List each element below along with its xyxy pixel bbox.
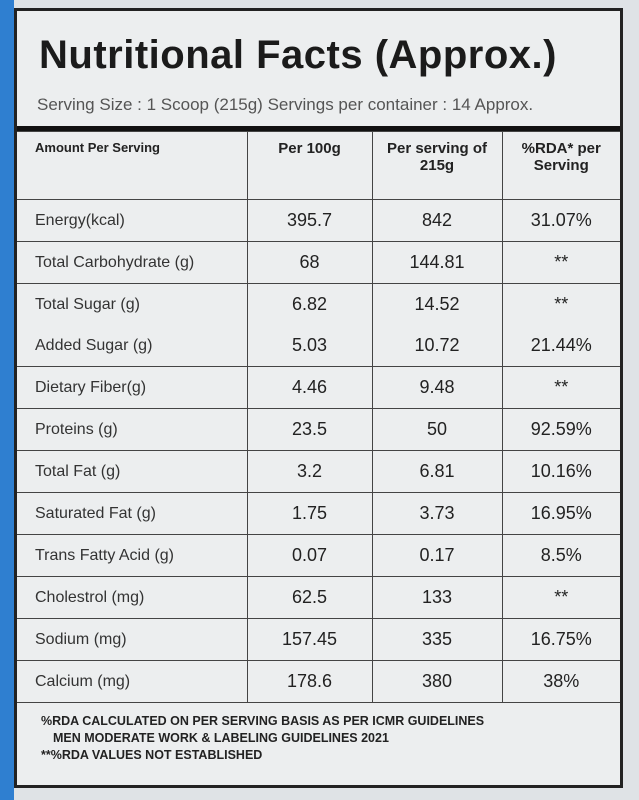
column-header: Per serving of 215g <box>371 131 503 200</box>
value-cell: 21.44% <box>501 325 620 367</box>
value-cell: ** <box>501 241 620 284</box>
nutrient-name: Trans Fatty Acid (g) <box>17 534 248 577</box>
value-cell: 157.45 <box>246 618 373 661</box>
value-cell: 133 <box>371 576 503 619</box>
value-cell: 62.5 <box>246 576 373 619</box>
nutrient-name: Total Fat (g) <box>17 450 248 493</box>
value-cell: 5.03 <box>246 325 373 367</box>
table-row: Total Fat (g) 3.2 6.81 10.16% <box>17 450 620 493</box>
serving-size: Serving Size : 1 Scoop (215g) Servings p… <box>37 95 534 114</box>
table-row: Sodium (mg) 157.45 335 16.75% <box>17 618 620 661</box>
value-cell: 0.17 <box>371 534 503 577</box>
nutrient-name: Sodium (mg) <box>17 618 248 661</box>
table-row: Total Sugar (g) 6.82 14.52 ** <box>17 283 620 325</box>
value-cell: 3.2 <box>246 450 373 493</box>
divider <box>17 126 620 131</box>
footnote: MEN MODERATE WORK & LABELING GUIDELINES … <box>53 731 389 745</box>
value-cell: 9.48 <box>371 366 503 409</box>
nutrient-name: Proteins (g) <box>17 408 248 451</box>
value-cell: 23.5 <box>246 408 373 451</box>
nutrient-name: Dietary Fiber(g) <box>17 366 248 409</box>
nutrient-name: Saturated Fat (g) <box>17 492 248 535</box>
column-header: %RDA* per Serving <box>501 131 620 200</box>
table-row: Dietary Fiber(g) 4.46 9.48 ** <box>17 366 620 409</box>
package-edge <box>0 0 14 800</box>
value-cell: 4.46 <box>246 366 373 409</box>
value-cell: 8.5% <box>501 534 620 577</box>
table-row: Trans Fatty Acid (g) 0.07 0.17 8.5% <box>17 534 620 577</box>
table-row: Cholestrol (mg) 62.5 133 ** <box>17 576 620 619</box>
nutrition-label: Nutritional Facts (Approx.) Serving Size… <box>14 8 623 788</box>
value-cell: 6.82 <box>246 283 373 325</box>
value-cell: ** <box>501 283 620 325</box>
value-cell: 92.59% <box>501 408 620 451</box>
footnote: %RDA CALCULATED ON PER SERVING BASIS AS … <box>41 714 485 728</box>
header-row: Amount Per Serving Per 100g Per serving … <box>17 131 620 200</box>
value-cell: 14.52 <box>371 283 503 325</box>
value-cell: 31.07% <box>501 199 620 242</box>
value-cell: 335 <box>371 618 503 661</box>
footnote: **%RDA VALUES NOT ESTABLISHED <box>41 748 263 762</box>
nutrient-name: Calcium (mg) <box>17 660 248 703</box>
footnotes: %RDA CALCULATED ON PER SERVING BASIS AS … <box>41 713 484 764</box>
nutrient-name: Energy(kcal) <box>17 199 248 242</box>
value-cell: ** <box>501 366 620 409</box>
column-header: Amount Per Serving <box>17 131 248 200</box>
value-cell: 0.07 <box>246 534 373 577</box>
table-row: Proteins (g) 23.5 50 92.59% <box>17 408 620 451</box>
value-cell: 6.81 <box>371 450 503 493</box>
nutrient-name: Total Sugar (g) <box>17 283 248 325</box>
value-cell: 68 <box>246 241 373 284</box>
nutrient-name: Added Sugar (g) <box>17 325 248 367</box>
value-cell: 16.95% <box>501 492 620 535</box>
value-cell: ** <box>501 576 620 619</box>
value-cell: 50 <box>371 408 503 451</box>
value-cell: 10.72 <box>371 325 503 367</box>
table-row: Added Sugar (g) 5.03 10.72 21.44% <box>17 325 620 367</box>
value-cell: 144.81 <box>371 241 503 284</box>
value-cell: 16.75% <box>501 618 620 661</box>
table-row: Calcium (mg) 178.6 380 38% <box>17 660 620 703</box>
table-row: Saturated Fat (g) 1.75 3.73 16.95% <box>17 492 620 535</box>
nutrient-name: Total Carbohydrate (g) <box>17 241 248 284</box>
value-cell: 842 <box>371 199 503 242</box>
value-cell: 395.7 <box>246 199 373 242</box>
table-row: Energy(kcal) 395.7 842 31.07% <box>17 199 620 242</box>
value-cell: 38% <box>501 660 620 703</box>
value-cell: 3.73 <box>371 492 503 535</box>
column-header: Per 100g <box>246 131 373 200</box>
value-cell: 10.16% <box>501 450 620 493</box>
label-title: Nutritional Facts (Approx.) <box>39 33 557 77</box>
table-row: Total Carbohydrate (g) 68 144.81 ** <box>17 241 620 284</box>
value-cell: 178.6 <box>246 660 373 703</box>
value-cell: 1.75 <box>246 492 373 535</box>
nutrient-name: Cholestrol (mg) <box>17 576 248 619</box>
value-cell: 380 <box>371 660 503 703</box>
nutrition-table: Amount Per Serving Per 100g Per serving … <box>17 131 620 703</box>
